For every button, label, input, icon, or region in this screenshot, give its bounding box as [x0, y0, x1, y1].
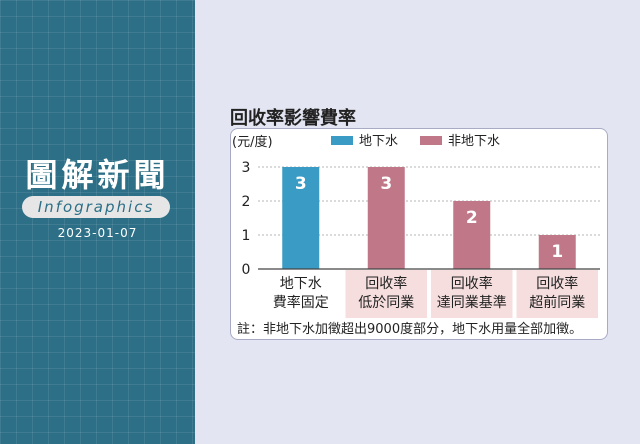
y-axis-ticks: 0 1 2 3 — [242, 160, 251, 278]
legend-swatch-groundwater — [331, 136, 353, 145]
bar — [453, 201, 491, 269]
category-label: 回收率 — [365, 275, 407, 292]
bar-value-label: 2 — [466, 208, 478, 228]
bar — [367, 167, 405, 269]
bar-value-label: 1 — [551, 242, 563, 262]
panel-title: 圖解新聞 — [25, 156, 170, 194]
bar-value-label: 3 — [380, 174, 392, 194]
category-label: 回收率 — [451, 275, 493, 292]
panel-date: 2023-01-07 — [57, 226, 138, 240]
y-tick-label: 3 — [242, 160, 251, 176]
bars — [282, 167, 576, 269]
category-label: 超前同業 — [529, 294, 585, 311]
legend-label-groundwater: 地下水 — [359, 134, 398, 149]
category-background — [516, 270, 598, 318]
bar — [282, 167, 320, 269]
category-label: 低於同業 — [358, 295, 414, 311]
bar-value-labels: 3 3 2 1 — [295, 174, 563, 262]
y-tick-label: 0 — [242, 262, 251, 278]
legend-label-non-groundwater: 非地下水 — [448, 134, 500, 149]
footnote: 註：非地下水加徵超出9000度部分，地下水用量全部加徵。 — [237, 322, 583, 337]
y-axis-unit-label: (元/度) — [232, 134, 273, 150]
category-label: 費率固定 — [273, 294, 329, 311]
y-tick-label: 1 — [242, 228, 251, 244]
category-background — [345, 270, 427, 318]
y-tick-label: 2 — [242, 194, 251, 210]
legend: 地下水 非地下水 — [331, 134, 500, 149]
category-label: 地下水 — [280, 276, 322, 292]
panel-subtitle-badge: Infographics — [22, 196, 170, 218]
category-label: 達同業基準 — [437, 294, 507, 311]
infographic-side-panel: 圖解新聞 Infographics 2023-01-07 — [0, 0, 195, 444]
bar-value-label: 3 — [295, 174, 307, 194]
legend-swatch-non-groundwater — [420, 136, 442, 145]
bar — [538, 235, 576, 269]
category-label: 回收率 — [536, 275, 578, 292]
category-background — [431, 270, 513, 318]
chart-title: 回收率影響費率 — [230, 108, 356, 129]
category-backgrounds — [345, 270, 598, 318]
